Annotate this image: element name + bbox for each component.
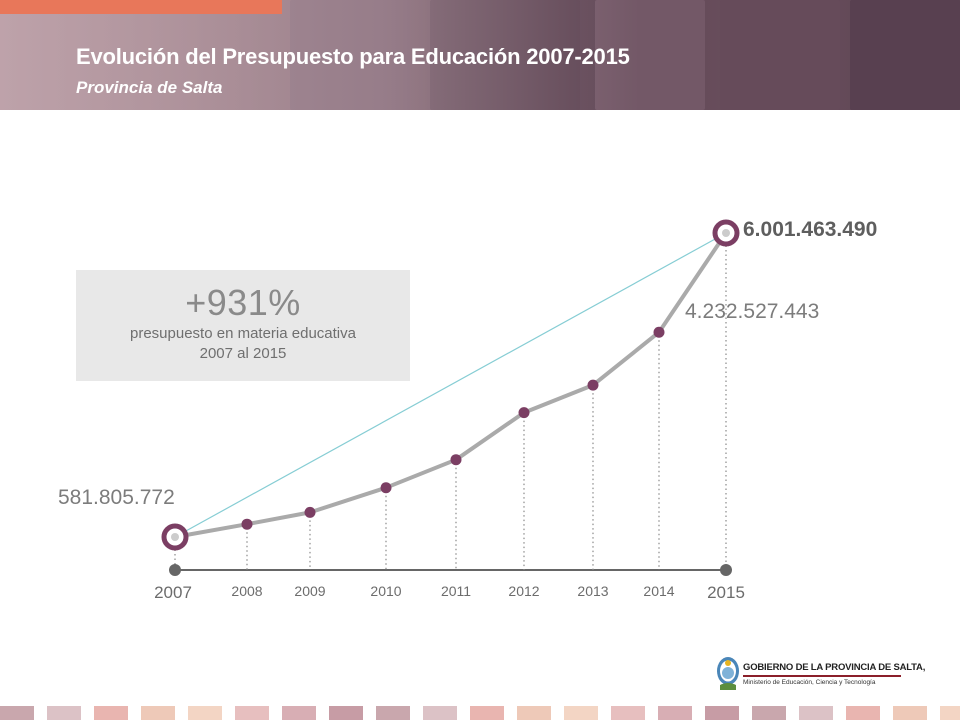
- value-label-2015: 6.001.463.490: [743, 218, 877, 241]
- x-tick-label-2008: 2008: [231, 583, 262, 599]
- data-point-2014: [653, 326, 665, 338]
- banner-photo: [850, 0, 960, 110]
- decorative-footer-stripe: [0, 706, 960, 720]
- x-tick-label-2007: 2007: [154, 583, 192, 602]
- stripe-block: [564, 706, 598, 720]
- data-point-2013: [587, 379, 599, 391]
- data-point-2010: [380, 482, 392, 494]
- data-point-2008: [241, 518, 253, 530]
- value-label-2007: 581.805.772: [58, 486, 175, 509]
- growth-description: presupuesto en materia educativa: [130, 325, 356, 342]
- trend-line: [174, 232, 727, 538]
- growth-percentage: +931%: [185, 282, 301, 323]
- x-tick-label-2009: 2009: [294, 583, 325, 599]
- axis-start-dot: [169, 564, 181, 576]
- page-subtitle: Provincia de Salta: [76, 78, 223, 97]
- stripe-block: [188, 706, 222, 720]
- banner-photo: [720, 0, 840, 110]
- stripe-block: [47, 706, 81, 720]
- data-point-2009: [304, 506, 316, 518]
- stripe-block: [611, 706, 645, 720]
- x-tick-label-2015: 2015: [707, 583, 745, 602]
- stripe-block: [329, 706, 363, 720]
- data-point-2012: [518, 407, 530, 419]
- stripe-block: [799, 706, 833, 720]
- stripe-block: [470, 706, 504, 720]
- stripe-block: [235, 706, 269, 720]
- government-logo: GOBIERNO DE LA PROVINCIA DE SALTA, Minis…: [716, 654, 925, 694]
- stripe-block: [658, 706, 692, 720]
- stripe-block: [846, 706, 880, 720]
- stripe-block: [0, 706, 34, 720]
- stripe-block: [376, 706, 410, 720]
- x-tick-label-2014: 2014: [643, 583, 674, 599]
- data-point-center-2007: [171, 533, 179, 541]
- x-tick-label-2010: 2010: [370, 583, 401, 599]
- data-point-center-2015: [722, 229, 730, 237]
- stripe-block: [752, 706, 786, 720]
- stripe-block: [282, 706, 316, 720]
- growth-period: 2007 al 2015: [199, 345, 287, 362]
- x-tick-label-2012: 2012: [508, 583, 539, 599]
- stripe-block: [517, 706, 551, 720]
- stripe-block: [893, 706, 927, 720]
- axis-end-dot: [720, 564, 732, 576]
- data-point-2011: [450, 454, 462, 466]
- logo-rule: [743, 675, 901, 677]
- growth-summary-box: +931% presupuesto en materia educativa 2…: [76, 270, 410, 381]
- provincial-seal-icon: [717, 657, 739, 690]
- header-banner: Evolución del Presupuesto para Educación…: [0, 0, 960, 110]
- stripe-block: [705, 706, 739, 720]
- x-tick-label-2013: 2013: [577, 583, 608, 599]
- stripe-block: [141, 706, 175, 720]
- stripe-block: [423, 706, 457, 720]
- government-name: GOBIERNO DE LA PROVINCIA DE SALTA,: [743, 662, 926, 673]
- ministry-name: Ministerio de Educación, Ciencia y Tecno…: [743, 679, 876, 686]
- page-title: Evolución del Presupuesto para Educación…: [76, 44, 630, 69]
- banner-accent-bar: [0, 0, 282, 14]
- value-label-2014: 4.232.527.443: [685, 300, 819, 323]
- stripe-block: [94, 706, 128, 720]
- x-tick-label-2011: 2011: [441, 583, 471, 599]
- banner-veil: [0, 0, 640, 110]
- stripe-block: [940, 706, 960, 720]
